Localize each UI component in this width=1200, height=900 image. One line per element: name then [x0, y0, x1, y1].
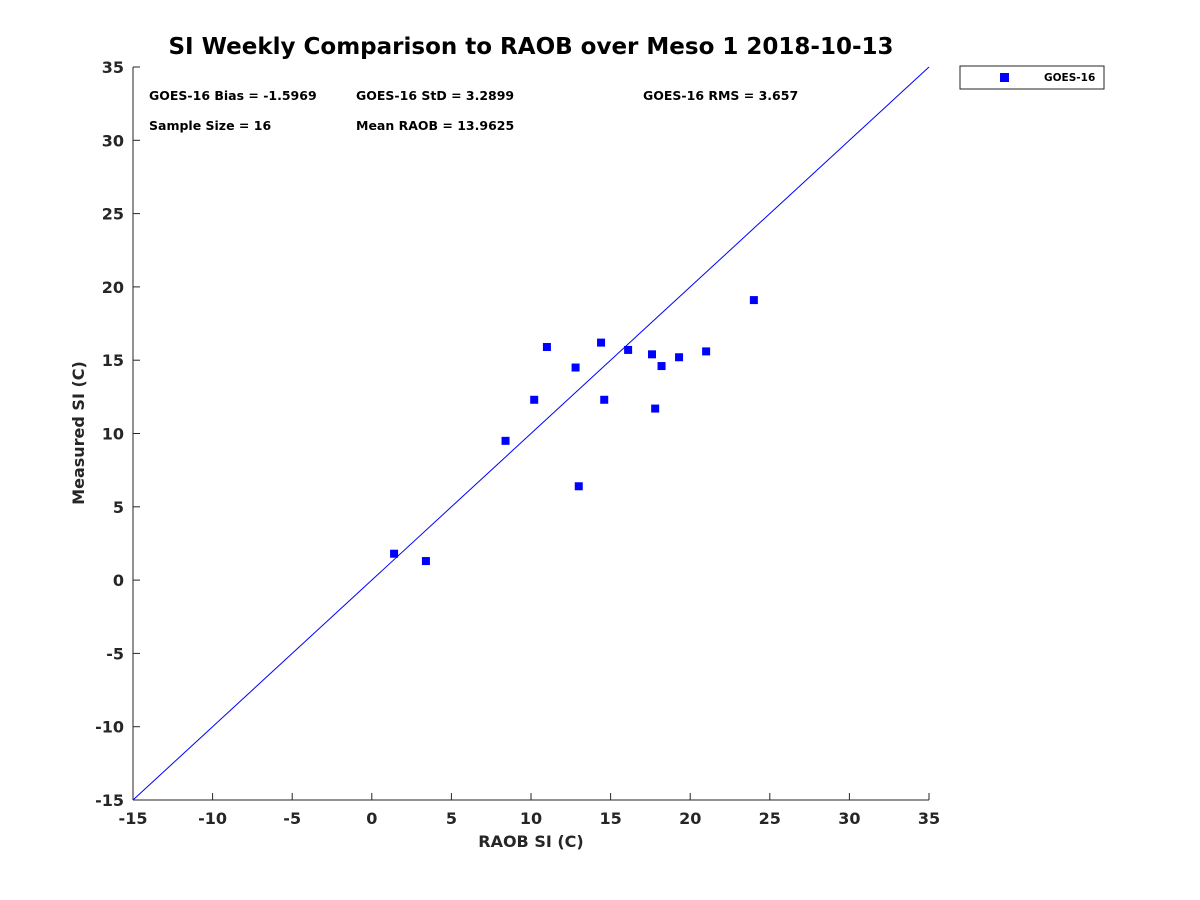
x-tick-label: 5 — [446, 809, 457, 828]
data-point — [597, 338, 606, 347]
one-to-one-line — [132, 66, 930, 801]
legend-label: GOES-16 — [1044, 72, 1095, 84]
data-point — [542, 343, 551, 352]
y-tick-label: 35 — [102, 58, 124, 77]
legend: GOES-16 — [959, 65, 1105, 90]
legend-box — [959, 65, 1105, 90]
x-axis-label: RAOB SI (C) — [478, 832, 583, 851]
data-point — [647, 350, 656, 359]
y-tick-label: 25 — [102, 205, 124, 224]
stat-rms: GOES-16 RMS = 3.657 — [643, 88, 798, 103]
x-tick-label: 35 — [918, 809, 940, 828]
data-point — [530, 395, 539, 404]
data-point — [749, 296, 758, 305]
y-tick-label: -15 — [95, 791, 124, 810]
y-tick-label: 20 — [102, 278, 124, 297]
data-point — [702, 347, 711, 356]
data-point — [501, 436, 510, 445]
goes16-points — [390, 296, 758, 566]
x-tick-label: 0 — [366, 809, 377, 828]
y-tick-label: 30 — [102, 131, 124, 150]
y-axis-label: Measured SI (C) — [69, 361, 88, 505]
data-point — [390, 549, 399, 558]
stat-mean-raob: Mean RAOB = 13.9625 — [356, 118, 514, 133]
y-tick-label: -5 — [106, 644, 124, 663]
data-point — [600, 395, 609, 404]
data-point — [574, 482, 583, 491]
data-point — [624, 345, 633, 354]
y-tick-label: 15 — [102, 351, 124, 370]
x-axis-ticks: -15 -10 -5 0 5 10 15 20 25 30 35 — [119, 793, 940, 828]
x-tick-label: 25 — [759, 809, 781, 828]
x-tick-label: 30 — [838, 809, 860, 828]
data-point — [657, 362, 666, 371]
chart-title: SI Weekly Comparison to RAOB over Meso 1… — [168, 34, 893, 60]
y-tick-label: -10 — [95, 718, 124, 737]
legend-marker-square — [1000, 73, 1009, 82]
stat-sample-size: Sample Size = 16 — [149, 118, 271, 133]
x-tick-label: -10 — [198, 809, 227, 828]
data-point — [675, 353, 684, 362]
x-tick-label: 20 — [679, 809, 701, 828]
y-tick-label: 10 — [102, 425, 124, 444]
y-tick-label: 5 — [113, 498, 124, 517]
x-tick-label: 15 — [599, 809, 621, 828]
y-tick-label: 0 — [113, 571, 124, 590]
x-tick-label: -5 — [283, 809, 301, 828]
x-tick-label: 10 — [520, 809, 542, 828]
stat-std: GOES-16 StD = 3.2899 — [356, 88, 514, 103]
data-point — [421, 557, 430, 566]
stat-bias: GOES-16 Bias = -1.5969 — [149, 88, 317, 103]
x-tick-label: -15 — [119, 809, 148, 828]
data-point — [571, 363, 580, 372]
data-point — [651, 404, 660, 413]
y-axis-ticks: -15 -10 -5 0 5 10 15 20 25 30 35 — [95, 58, 140, 810]
